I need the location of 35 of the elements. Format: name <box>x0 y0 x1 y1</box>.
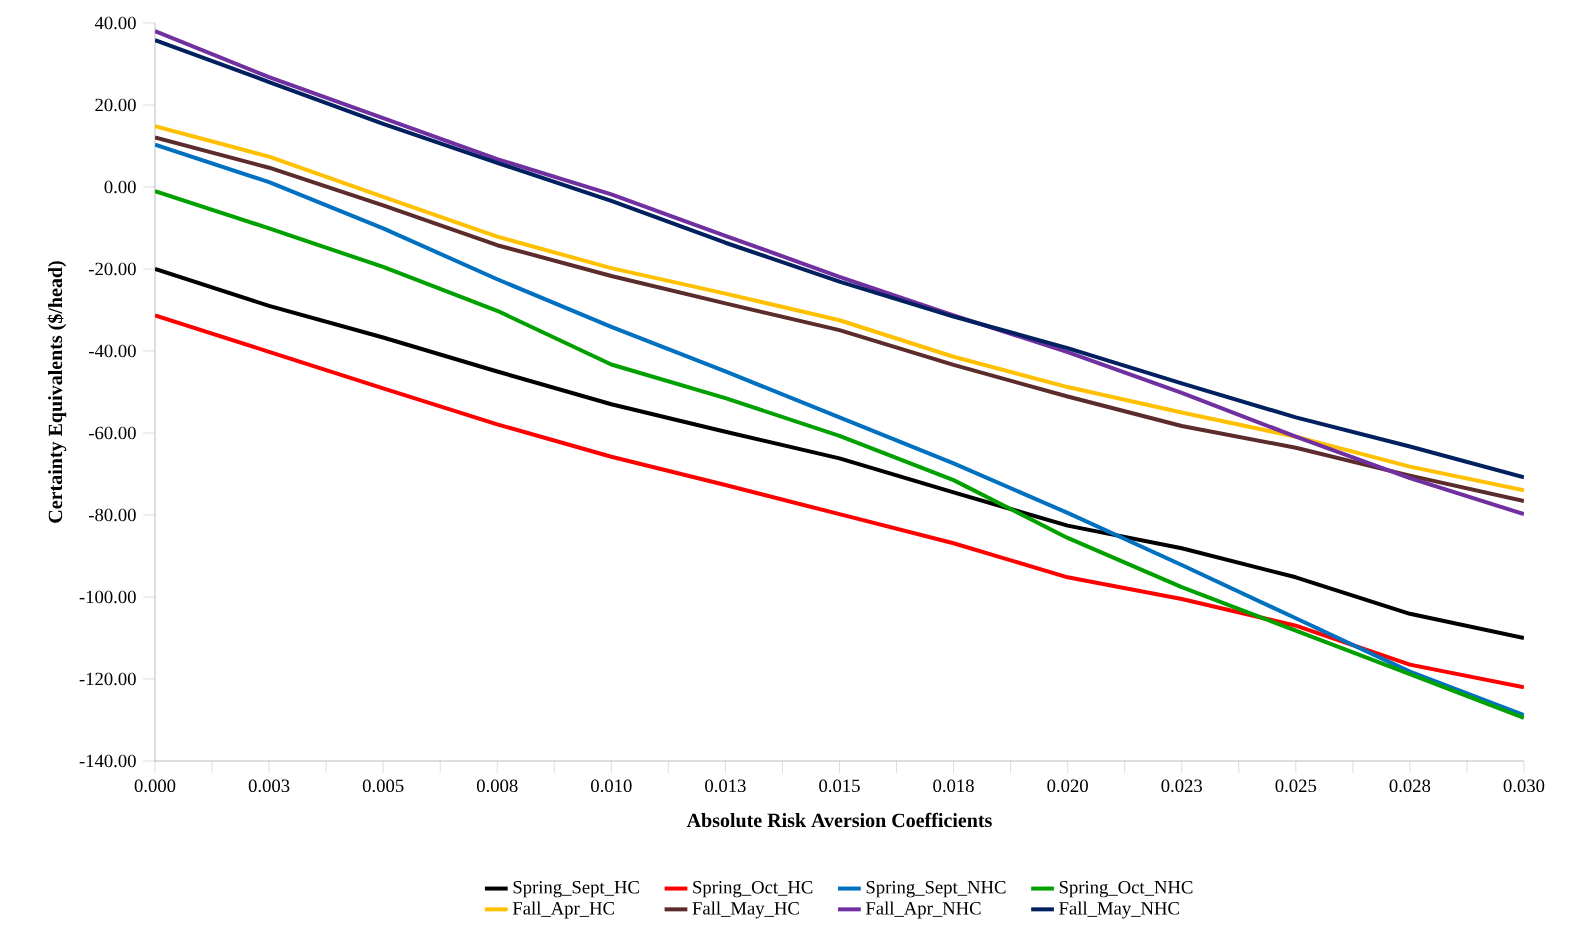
x-tick-label: 0.018 <box>933 779 974 793</box>
x-axis-title: Absolute Risk Aversion Coefficients <box>686 812 992 828</box>
x-tick-label: 0.008 <box>476 779 518 793</box>
x-tick-label: 0.003 <box>248 779 290 793</box>
line-series <box>155 266 1524 640</box>
y-tick-label: -40.00 <box>88 344 136 358</box>
x-tick-label: 0.028 <box>1389 779 1431 793</box>
y-tick-label: -20.00 <box>88 262 136 276</box>
x-tick-label: 0.020 <box>1047 779 1088 793</box>
legend-label: Fall_May_HC <box>692 901 799 919</box>
x-tick-label: 0.013 <box>705 779 746 793</box>
y-tick-label: 0.00 <box>104 180 136 194</box>
y-tick-label: -140.00 <box>79 754 136 768</box>
legend-label: Spring_Sept_HC <box>513 880 639 898</box>
legend-label: Spring_Oct_HC <box>693 880 813 898</box>
y-tick-label: 20.00 <box>95 98 136 112</box>
y-tick-label: -120.00 <box>79 672 136 686</box>
legend-label: Spring_Oct_NHC <box>1059 880 1193 898</box>
x-tick-label: 0.005 <box>362 779 404 793</box>
y-tick-label: -80.00 <box>88 508 136 522</box>
x-tick-label: 0.010 <box>591 779 632 793</box>
legend-label: Fall_Apr_HC <box>512 901 614 919</box>
y-tick-label: -60.00 <box>88 426 136 440</box>
x-tick-label: 0.025 <box>1275 779 1317 793</box>
x-tick-label: 0.030 <box>1503 779 1545 793</box>
y-tick-label: 40.00 <box>94 16 136 30</box>
y-tick-label: -100.00 <box>79 590 136 604</box>
legend-label: Spring_Sept_NHC <box>866 880 1006 898</box>
legend-label: Fall_May_NHC <box>1059 901 1179 919</box>
y-axis-title: Certainty Equivalents ($/head) <box>47 261 67 523</box>
x-tick-label: 0.023 <box>1161 779 1203 793</box>
line-series <box>155 313 1524 690</box>
x-tick-label: 0.015 <box>819 779 860 793</box>
x-tick-label: 0.000 <box>134 779 176 793</box>
legend-label: Fall_Apr_NHC <box>865 901 981 919</box>
